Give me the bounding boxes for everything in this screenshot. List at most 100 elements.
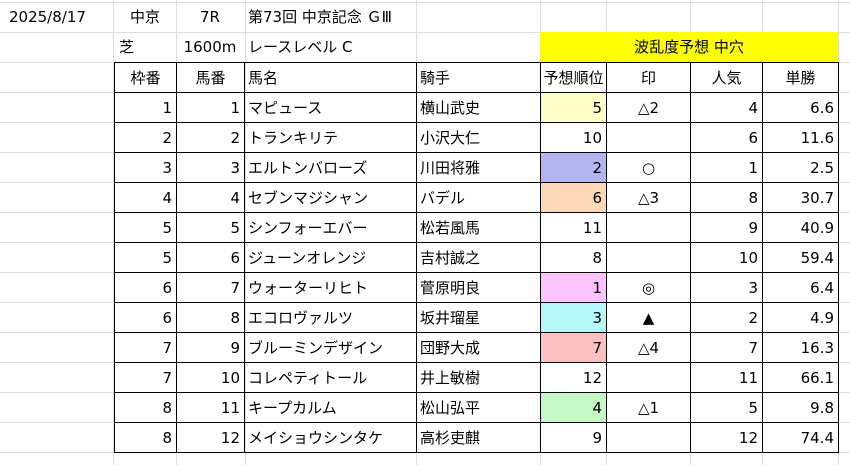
predicted-rank-cell[interactable]: 4 [540, 392, 607, 423]
race-name[interactable]: 第73回 中京記念 ＧⅢ [248, 8, 392, 26]
umaban-cell[interactable]: 6 [176, 242, 245, 273]
predicted-rank-cell[interactable]: 6 [540, 182, 607, 213]
win-odds-cell[interactable]: 30.7 [762, 182, 839, 213]
waku-cell[interactable]: 3 [114, 152, 177, 183]
jockey-cell[interactable]: 井上敏樹 [416, 362, 541, 393]
jockey-cell[interactable]: 松山弘平 [416, 392, 541, 423]
horse-name-cell[interactable]: ジューンオレンジ [244, 242, 417, 273]
umaban-cell[interactable]: 11 [176, 392, 245, 423]
win-odds-cell[interactable]: 6.4 [762, 272, 839, 303]
header-win-odds[interactable]: 単勝 [762, 62, 839, 93]
win-odds-cell[interactable]: 74.4 [762, 422, 839, 453]
header-mark[interactable]: 印 [606, 62, 691, 93]
horse-name-cell[interactable]: ブルーミンデザイン [244, 332, 417, 363]
jockey-cell[interactable]: 高杉吏麒 [416, 422, 541, 453]
popularity-cell[interactable]: 12 [690, 422, 763, 453]
popularity-cell[interactable]: 7 [690, 332, 763, 363]
horse-name-cell[interactable]: セブンマジシャン [244, 182, 417, 213]
race-distance[interactable]: 1600m [183, 38, 237, 56]
waku-cell[interactable]: 2 [114, 122, 177, 153]
race-number[interactable]: 7R [200, 8, 220, 26]
jockey-cell[interactable]: 坂井瑠星 [416, 302, 541, 333]
popularity-cell[interactable]: 5 [690, 392, 763, 423]
waku-cell[interactable]: 5 [114, 242, 177, 273]
waku-cell[interactable]: 6 [114, 302, 177, 333]
popularity-cell[interactable]: 2 [690, 302, 763, 333]
predicted-rank-cell[interactable]: 11 [540, 212, 607, 243]
forecast-banner[interactable]: 波乱度予想 中穴 [540, 32, 838, 62]
race-surface[interactable]: 芝 [119, 38, 135, 56]
predicted-rank-cell[interactable]: 9 [540, 422, 607, 453]
jockey-cell[interactable]: 団野大成 [416, 332, 541, 363]
race-venue[interactable]: 中京 [129, 8, 160, 26]
win-odds-cell[interactable]: 9.8 [762, 392, 839, 423]
umaban-cell[interactable]: 5 [176, 212, 245, 243]
predicted-rank-cell[interactable]: 10 [540, 122, 607, 153]
horse-name-cell[interactable]: エルトンバローズ [244, 152, 417, 183]
popularity-cell[interactable]: 9 [690, 212, 763, 243]
popularity-cell[interactable]: 8 [690, 182, 763, 213]
win-odds-cell[interactable]: 16.3 [762, 332, 839, 363]
jockey-cell[interactable]: 横山武史 [416, 92, 541, 123]
horse-name-cell[interactable]: シンフォーエバー [244, 212, 417, 243]
header-umaban[interactable]: 馬番 [176, 62, 245, 93]
race-level[interactable]: レースレベル C [248, 38, 353, 56]
win-odds-cell[interactable]: 11.6 [762, 122, 839, 153]
waku-cell[interactable]: 1 [114, 92, 177, 123]
mark-cell[interactable]: ○ [606, 152, 691, 183]
mark-cell[interactable]: ▲ [606, 302, 691, 333]
umaban-cell[interactable]: 7 [176, 272, 245, 303]
umaban-cell[interactable]: 4 [176, 182, 245, 213]
mark-cell[interactable]: △1 [606, 392, 691, 423]
mark-cell[interactable] [606, 212, 691, 243]
race-date[interactable]: 2025/8/17 [9, 8, 86, 26]
popularity-cell[interactable]: 3 [690, 272, 763, 303]
predicted-rank-cell[interactable]: 8 [540, 242, 607, 273]
mark-cell[interactable]: △2 [606, 92, 691, 123]
mark-cell[interactable] [606, 362, 691, 393]
umaban-cell[interactable]: 10 [176, 362, 245, 393]
umaban-cell[interactable]: 8 [176, 302, 245, 333]
predicted-rank-cell[interactable]: 12 [540, 362, 607, 393]
horse-name-cell[interactable]: マピュース [244, 92, 417, 123]
umaban-cell[interactable]: 9 [176, 332, 245, 363]
horse-name-cell[interactable]: エコロヴァルツ [244, 302, 417, 333]
waku-cell[interactable]: 7 [114, 332, 177, 363]
header-predicted-rank[interactable]: 予想順位 [540, 62, 607, 93]
win-odds-cell[interactable]: 6.6 [762, 92, 839, 123]
umaban-cell[interactable]: 2 [176, 122, 245, 153]
jockey-cell[interactable]: 松若風馬 [416, 212, 541, 243]
waku-cell[interactable]: 8 [114, 422, 177, 453]
waku-cell[interactable]: 8 [114, 392, 177, 423]
waku-cell[interactable]: 7 [114, 362, 177, 393]
mark-cell[interactable]: △3 [606, 182, 691, 213]
win-odds-cell[interactable]: 4.9 [762, 302, 839, 333]
mark-cell[interactable] [606, 242, 691, 273]
popularity-cell[interactable]: 10 [690, 242, 763, 273]
predicted-rank-cell[interactable]: 3 [540, 302, 607, 333]
win-odds-cell[interactable]: 40.9 [762, 212, 839, 243]
win-odds-cell[interactable]: 2.5 [762, 152, 839, 183]
mark-cell[interactable]: △4 [606, 332, 691, 363]
waku-cell[interactable]: 4 [114, 182, 177, 213]
waku-cell[interactable]: 6 [114, 272, 177, 303]
umaban-cell[interactable]: 12 [176, 422, 245, 453]
win-odds-cell[interactable]: 59.4 [762, 242, 839, 273]
umaban-cell[interactable]: 3 [176, 152, 245, 183]
header-popularity[interactable]: 人気 [690, 62, 763, 93]
jockey-cell[interactable]: 小沢大仁 [416, 122, 541, 153]
predicted-rank-cell[interactable]: 7 [540, 332, 607, 363]
predicted-rank-cell[interactable]: 2 [540, 152, 607, 183]
mark-cell[interactable] [606, 422, 691, 453]
mark-cell[interactable] [606, 122, 691, 153]
umaban-cell[interactable]: 1 [176, 92, 245, 123]
popularity-cell[interactable]: 1 [690, 152, 763, 183]
popularity-cell[interactable]: 4 [690, 92, 763, 123]
predicted-rank-cell[interactable]: 5 [540, 92, 607, 123]
predicted-rank-cell[interactable]: 1 [540, 272, 607, 303]
jockey-cell[interactable]: バデル [416, 182, 541, 213]
waku-cell[interactable]: 5 [114, 212, 177, 243]
header-jockey[interactable]: 騎手 [416, 62, 541, 93]
jockey-cell[interactable]: 川田将雅 [416, 152, 541, 183]
horse-name-cell[interactable]: ウォーターリヒト [244, 272, 417, 303]
